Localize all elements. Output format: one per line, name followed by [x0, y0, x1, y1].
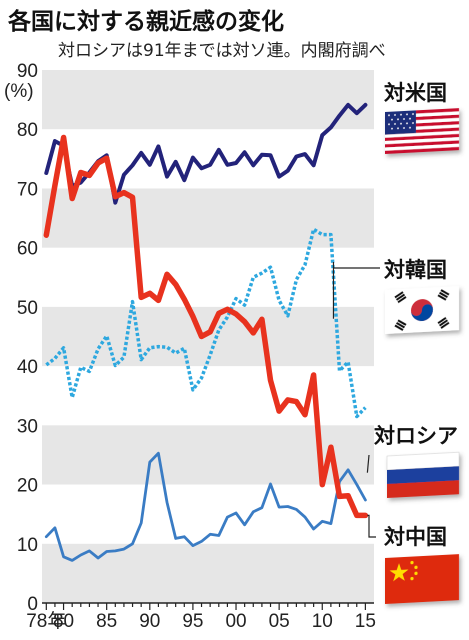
chart-subtitle: 対ロシアは91年までは対ソ連。内閣府調べ: [58, 41, 386, 61]
grid-band: [42, 543, 374, 603]
x-tick-label: 00: [225, 611, 246, 632]
x-tick-label: 90: [139, 611, 160, 632]
series-label-russia: 対ロシア: [374, 424, 458, 448]
label-connectors: [332, 262, 380, 538]
russia-leader-line: [366, 454, 370, 473]
x-tick-label: 10: [312, 611, 333, 632]
russia-flag-icon: [386, 451, 460, 498]
x-tick-label: 80: [53, 611, 74, 632]
x-tick-label: 15: [355, 611, 376, 632]
y-axis-unit: (%): [4, 81, 34, 102]
y-axis: 0 10 20 30 40 50 60 70 80 90: [17, 61, 38, 615]
x-tick-label: 95: [182, 611, 203, 632]
series-line-china: [43, 134, 369, 519]
series-line-korea: [45, 227, 367, 419]
y-tick-label: 30: [17, 416, 38, 437]
x-tick-label: 05: [269, 611, 290, 632]
korea-flag-icon: [385, 286, 459, 334]
chart-title: 各国に対する親近感の変化: [8, 9, 284, 35]
usa-flag-icon: [385, 108, 459, 154]
y-tick-label: 90: [17, 61, 38, 82]
series-label-china: 対中国: [384, 525, 447, 549]
y-tick-label: 10: [17, 535, 38, 556]
grid-band: [42, 70, 374, 130]
series-label-korea: 対韓国: [384, 258, 447, 282]
series-lines: [43, 102, 369, 562]
x-tick-label: 85: [96, 611, 117, 632]
y-tick-label: 60: [17, 239, 38, 260]
grid-band: [42, 188, 374, 248]
y-tick-label: 0: [27, 594, 38, 615]
series-line-russia: [44, 451, 367, 562]
china-leader-line: [367, 514, 376, 538]
x-tick-label: 78年: [26, 610, 66, 632]
y-tick-label: 20: [17, 476, 38, 497]
y-tick-label: 80: [17, 120, 38, 141]
series-label-usa: 対米国: [384, 81, 447, 105]
y-tick-label: 40: [17, 357, 38, 378]
china-flag-icon: [385, 554, 459, 604]
y-tick-label: 50: [17, 298, 38, 319]
grid-bands: [42, 70, 374, 603]
y-tick-label: 70: [17, 179, 38, 200]
